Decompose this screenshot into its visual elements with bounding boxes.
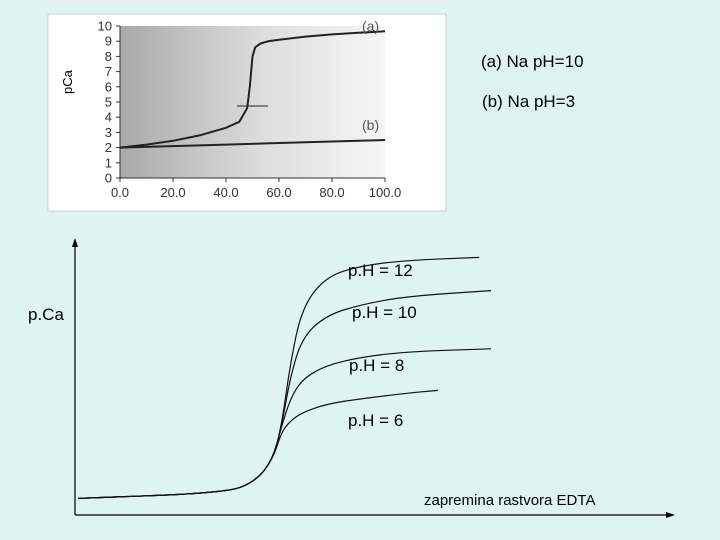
top-x-tick-label: 0.0 xyxy=(111,185,129,200)
top-x-tick-label: 80.0 xyxy=(319,185,344,200)
bottom-curve-label-ph8: p.H = 8 xyxy=(349,356,405,375)
bottom-chart-ylabel: p.Ca xyxy=(28,305,64,324)
top-x-tick-label: 20.0 xyxy=(160,185,185,200)
bottom-curve-label-ph6: p.H = 6 xyxy=(348,411,404,430)
top-y-tick-label: 4 xyxy=(105,110,112,125)
bottom-curve-ph6 xyxy=(77,389,438,499)
bottom-curve-label-ph12: p.H = 12 xyxy=(348,261,413,280)
top-series-b-annotation: (b) xyxy=(362,117,380,133)
bottom-curve-ph8 xyxy=(77,348,492,499)
top-y-tick-label: 8 xyxy=(105,49,112,64)
top-y-tick-label: 10 xyxy=(98,19,112,34)
top-chart-plot-background xyxy=(120,26,385,178)
top-chart-series xyxy=(119,30,386,149)
top-series-a-annotation: (a) xyxy=(362,18,380,34)
bottom-chart-axes xyxy=(72,238,675,518)
top-x-tick-label: 100.0 xyxy=(369,185,402,200)
legend-a: (a) Na pH=10 xyxy=(481,52,584,71)
top-series-line-a xyxy=(119,30,386,149)
top-y-tick-label: 5 xyxy=(105,95,112,110)
top-y-tick-label: 2 xyxy=(105,140,112,155)
top-y-tick-label: 0 xyxy=(105,171,112,186)
top-series-line-b xyxy=(119,139,386,149)
bottom-curve-ph12 xyxy=(77,256,480,499)
bottom-y-axis-arrow xyxy=(72,238,78,247)
top-y-tick-label: 7 xyxy=(105,64,112,79)
bottom-chart-xlabel: zapremina rastvora EDTA xyxy=(424,492,596,509)
top-y-tick-label: 9 xyxy=(105,34,112,49)
top-y-tick-label: 1 xyxy=(105,155,112,170)
top-x-tick-label: 40.0 xyxy=(213,185,238,200)
bottom-curve-label-ph10: p.H = 10 xyxy=(352,303,417,322)
top-y-tick-label: 3 xyxy=(105,125,112,140)
bottom-x-axis-arrow xyxy=(666,512,675,518)
legend-b: (b) Na pH=3 xyxy=(482,92,576,111)
top-y-tick-label: 6 xyxy=(105,79,112,94)
top-chart-ylabel: pCa xyxy=(60,70,75,94)
bottom-chart-series xyxy=(77,256,492,499)
bottom-curve-ph10 xyxy=(77,290,492,499)
top-x-tick-label: 60.0 xyxy=(266,185,291,200)
